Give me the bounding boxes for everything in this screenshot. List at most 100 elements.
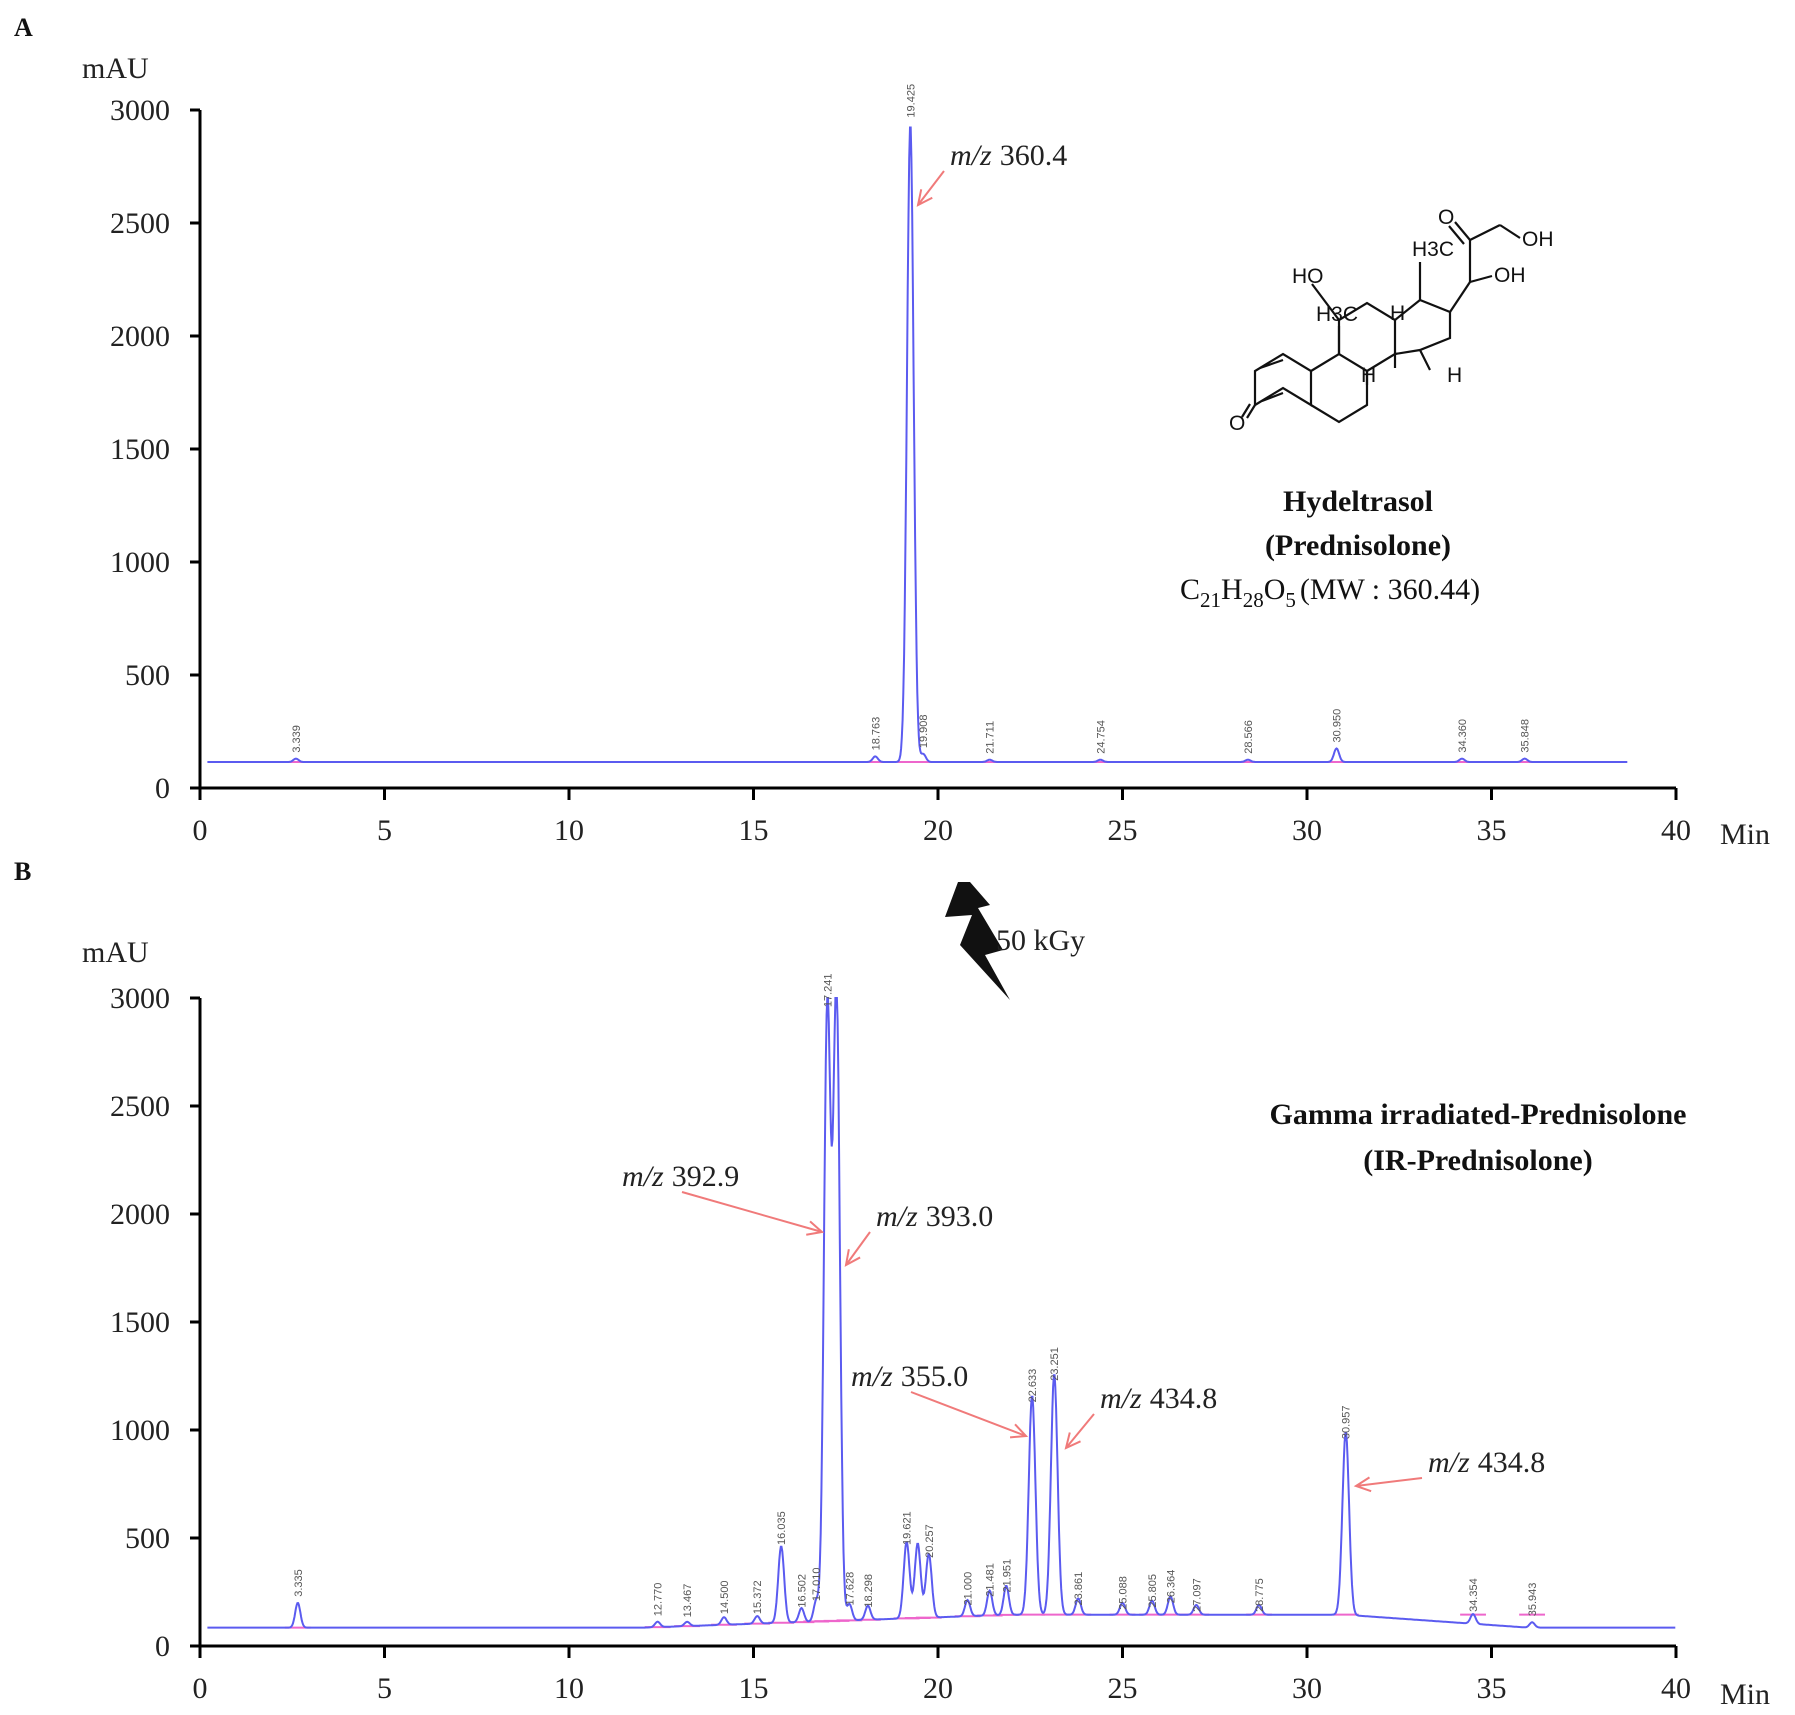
structure-atom-o20: O xyxy=(1438,206,1454,229)
mz-arrow xyxy=(917,170,945,206)
y-tick-label: 1500 xyxy=(110,433,170,466)
x-tick-label: 5 xyxy=(377,1672,392,1705)
mz-label: m/z 434.8 xyxy=(1428,1446,1545,1479)
mz-arrowhead xyxy=(844,1249,861,1267)
panel-a-x-unit: Min xyxy=(1720,818,1770,851)
peak-label: 16.502 xyxy=(796,1574,808,1608)
panel-b-trace xyxy=(207,997,1676,1629)
y-tick-label: 1000 xyxy=(110,1414,170,1447)
x-tick-label: 0 xyxy=(193,814,208,847)
peak-label: 21.711 xyxy=(985,721,997,754)
panel-b-mz-annotations: m/z 392.9 m/z 393.0 m/z 355.0 m/z 434.8 m/z 434.8 xyxy=(622,1160,1545,1493)
peak-label: 3.335 xyxy=(293,1569,305,1597)
x-tick-label: 10 xyxy=(554,1672,584,1705)
x-tick-label: 0 xyxy=(193,1672,208,1705)
peak-label: 14.500 xyxy=(719,1580,731,1614)
chromatogram-trace xyxy=(207,997,1676,1629)
panel-b-letter: B xyxy=(14,857,31,886)
x-tick-label: 15 xyxy=(739,814,769,847)
x-tick-label: 40 xyxy=(1661,1672,1691,1705)
peak-label: 17.010 xyxy=(811,1567,823,1601)
peak-label: 28.566 xyxy=(1243,720,1255,754)
structure-atom-h14: H xyxy=(1447,364,1462,387)
irradiation-dose: 50 kGy xyxy=(996,924,1085,957)
mz-arrowhead xyxy=(1064,1432,1081,1450)
mz-annotation: m/z 355.0 xyxy=(851,1360,1029,1439)
y-tick-label: 0 xyxy=(155,1630,170,1663)
panel-b: B mAU Min 0 500 1000 1500 2000 2500 3000 0 5 10 15… xyxy=(14,857,1770,1711)
peak-label: 30.957 xyxy=(1341,1405,1353,1439)
mz-annotation: m/z 393.0 xyxy=(844,1200,993,1267)
peak-label: 19.425 xyxy=(905,84,917,118)
x-tick-label: 35 xyxy=(1477,1672,1507,1705)
x-tick-label: 25 xyxy=(1108,1672,1138,1705)
panel-b-baseline-fit xyxy=(284,1613,1546,1629)
peak-label: 21.481 xyxy=(985,1563,997,1597)
y-tick-label: 2500 xyxy=(110,207,170,240)
compound-name: Hydeltrasol xyxy=(1283,485,1433,518)
lightning-bolt-icon xyxy=(945,882,1010,1000)
panel-a-mz-annotations: m/z 360.4 xyxy=(916,139,1067,207)
x-tick-label: 30 xyxy=(1292,814,1322,847)
mz-label: m/z 434.8 xyxy=(1100,1382,1217,1415)
mz-label: m/z 360.4 xyxy=(950,139,1067,172)
mz-annotation: m/z 434.8 xyxy=(1353,1446,1545,1493)
peak-label: 20.257 xyxy=(924,1524,936,1558)
panel-b-axes: 0 500 1000 1500 2000 2500 3000 0 5 10 15 20 25 30 35 40 xyxy=(110,982,1691,1705)
x-tick-label: 20 xyxy=(923,1672,953,1705)
y-tick-label: 1000 xyxy=(110,546,170,579)
y-tick-label: 2000 xyxy=(110,320,170,353)
y-tick-label: 0 xyxy=(155,772,170,805)
peak-label: 12.770 xyxy=(653,1583,665,1617)
x-tick-label: 10 xyxy=(554,814,584,847)
panel-a-axes: 0 500 1000 1500 2000 2500 3000 0 5 10 15 20 25 30 35 40 xyxy=(110,94,1691,847)
mz-arrow xyxy=(910,1391,1027,1437)
y-tick-label: 3000 xyxy=(110,94,170,127)
peak-label: 21.951 xyxy=(1001,1559,1013,1593)
sample-name: Gamma irradiated-Prednisolone xyxy=(1270,1098,1687,1131)
panel-b-x-unit: Min xyxy=(1720,1678,1770,1711)
x-tick-label: 20 xyxy=(923,814,953,847)
compound-alt-name: (Prednisolone) xyxy=(1265,529,1451,562)
x-tick-label: 30 xyxy=(1292,1672,1322,1705)
mz-arrowhead xyxy=(1009,1423,1029,1439)
structure-atom-oh21: OH xyxy=(1522,228,1554,251)
mz-arrow xyxy=(681,1191,823,1233)
structure-atom-ho11: HO xyxy=(1292,265,1324,288)
peak-label: 34.354 xyxy=(1468,1578,1480,1612)
peak-label: 23.251 xyxy=(1049,1347,1061,1381)
peak-label: 19.908 xyxy=(918,714,930,748)
peak-label: 15.372 xyxy=(752,1580,764,1614)
mz-arrowhead xyxy=(916,189,933,207)
panel-a: A mAU Min 0 500 1000 1500 2000 2500 3000 0 5 10 15… xyxy=(14,13,1770,851)
structure-atom-h3c19: H3C xyxy=(1316,303,1358,326)
structure-atom-o3: O xyxy=(1229,412,1245,435)
x-tick-label: 25 xyxy=(1108,814,1138,847)
sample-alt-name: (IR-Prednisolone) xyxy=(1363,1144,1592,1177)
mz-label: m/z 355.0 xyxy=(851,1360,968,1393)
x-tick-label: 35 xyxy=(1477,814,1507,847)
mz-arrowhead xyxy=(1353,1476,1372,1493)
mz-annotation: m/z 392.9 xyxy=(622,1160,825,1236)
peak-label: 3.339 xyxy=(291,725,303,753)
peak-label: 26.364 xyxy=(1165,1570,1177,1604)
panel-b-peak-labels: 3.335 12.770 13.467 14.500 15.372 16.035 16.50… xyxy=(293,973,1539,1617)
peak-label: 25.088 xyxy=(1118,1576,1130,1610)
mz-label: m/z 392.9 xyxy=(622,1160,739,1193)
peak-label: 17.628 xyxy=(844,1572,856,1606)
panel-a-y-unit: mAU xyxy=(82,52,149,85)
structure-atom-oh17: OH xyxy=(1494,264,1526,287)
structure-atom-h3c18: H3C xyxy=(1412,238,1454,261)
y-tick-label: 500 xyxy=(125,1522,170,1555)
peak-label: 13.467 xyxy=(682,1584,694,1618)
panel-a-peak-labels: 3.339 18.763 19.425 19.908 21.711 24.754 28.56… xyxy=(291,84,1532,754)
structure-atom-h8: H xyxy=(1390,302,1405,325)
mz-arrow xyxy=(1355,1477,1423,1487)
peak-label: 22.633 xyxy=(1027,1369,1039,1403)
peak-label: 35.943 xyxy=(1527,1583,1539,1617)
peak-label: 28.775 xyxy=(1254,1578,1266,1612)
mz-label: m/z 393.0 xyxy=(876,1200,993,1233)
x-tick-label: 40 xyxy=(1661,814,1691,847)
peak-label: 27.097 xyxy=(1191,1578,1203,1612)
